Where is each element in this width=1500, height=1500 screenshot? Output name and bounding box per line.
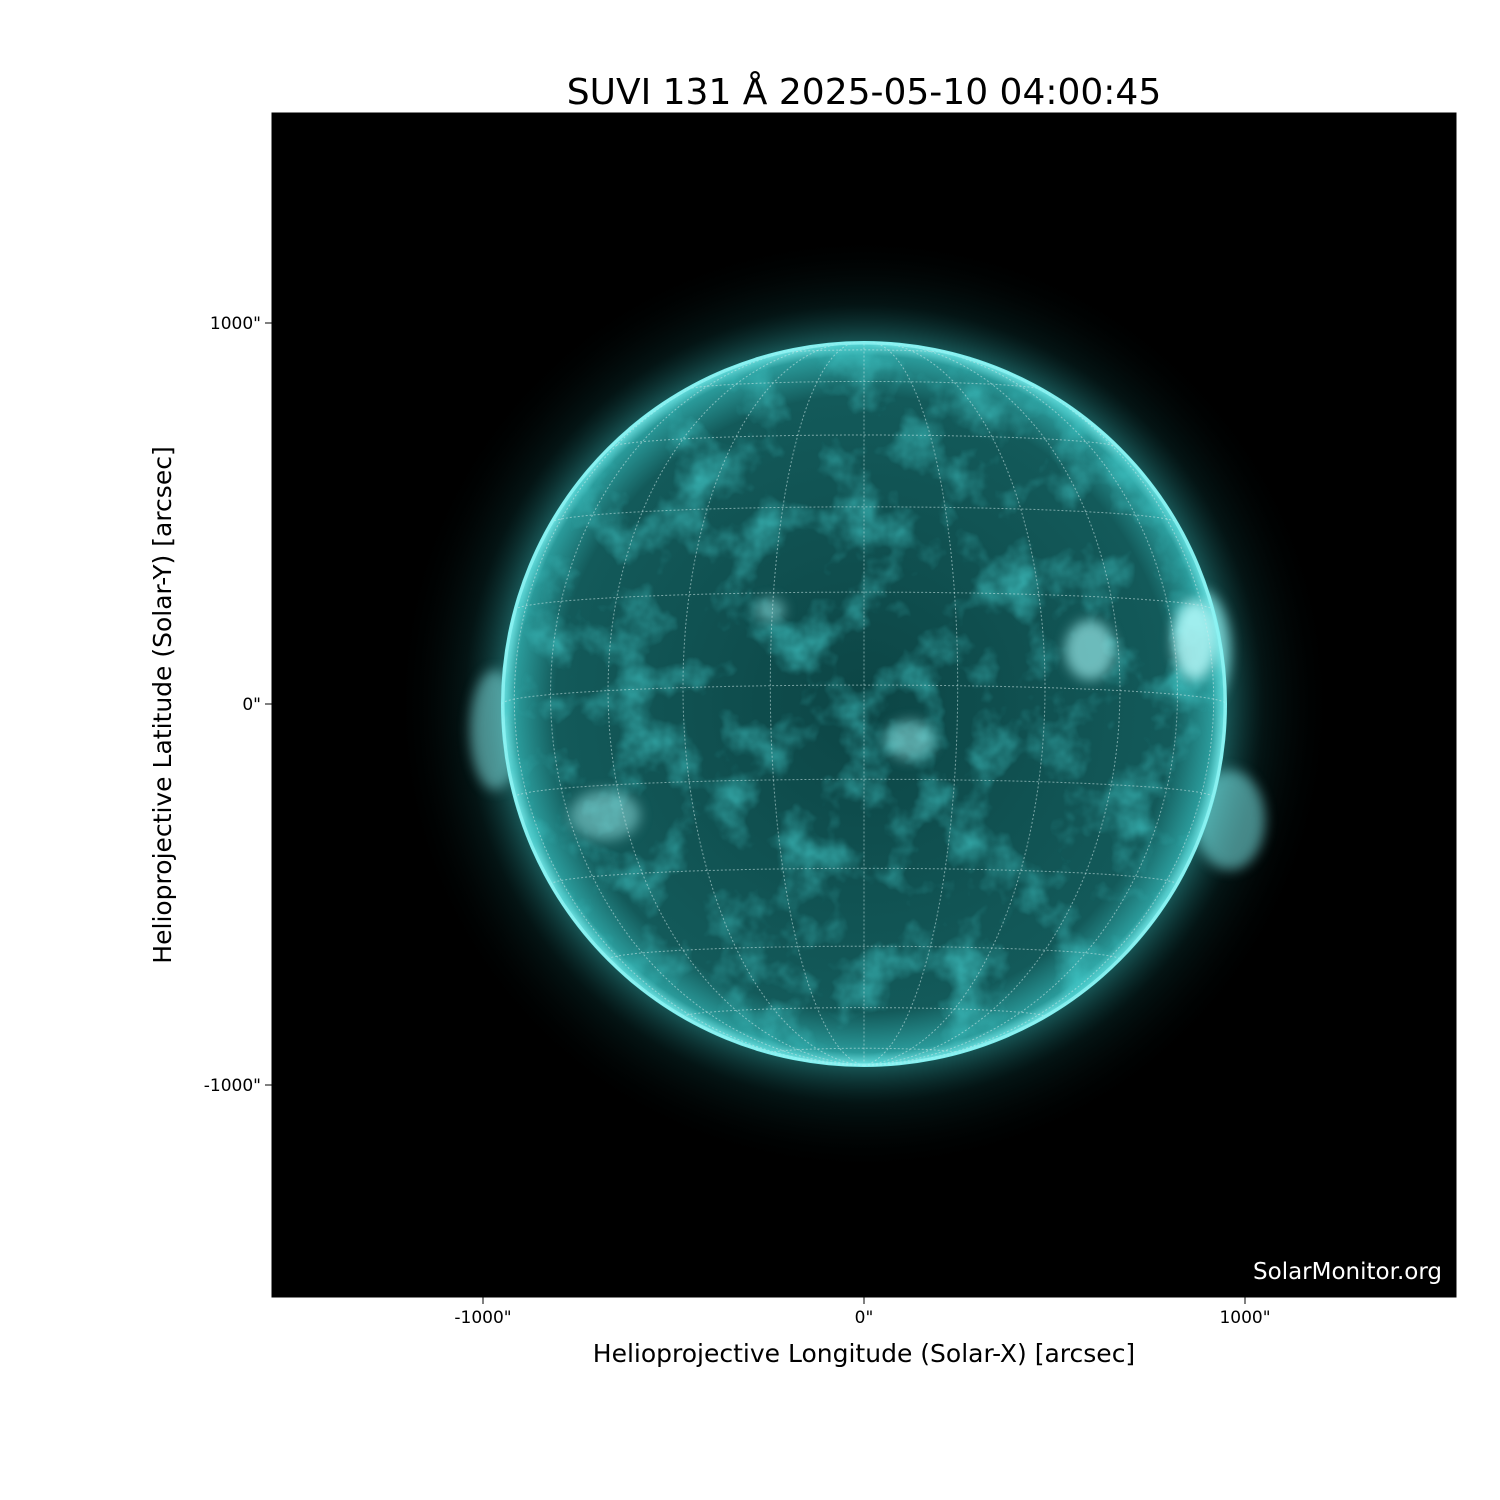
y-tick-label: -1000"	[204, 1076, 261, 1096]
longitude-line	[863, 343, 1179, 1066]
longitude-line	[607, 342, 865, 1066]
x-axis-label: Helioprojective Longitude (Solar-X) [arc…	[593, 1339, 1135, 1368]
latitude-line	[683, 381, 1045, 391]
latitude-line	[607, 945, 1121, 960]
image-axes: SolarMonitor.org	[272, 113, 1456, 1297]
x-tick-label: 1000"	[1219, 1308, 1270, 1328]
latitude-line	[514, 591, 1214, 611]
x-tick-label: -1000"	[454, 1308, 511, 1328]
y-axis-label: Helioprojective Latitude (Solar-Y) [arcs…	[148, 446, 177, 963]
x-tick-label: 0"	[855, 1308, 874, 1328]
solar-limb	[501, 341, 1227, 1067]
latitude-line	[769, 1047, 959, 1054]
latitude-line	[608, 434, 1120, 448]
heliographic-grid	[502, 342, 1226, 1066]
longitude-line	[863, 342, 1121, 1066]
y-tick-label: 1000"	[210, 314, 261, 334]
plot-title: SUVI 131 Å 2025-05-10 04:00:45	[567, 70, 1161, 113]
longitude-line	[682, 342, 865, 1066]
longitude-line	[863, 342, 1046, 1066]
longitude-line	[863, 348, 1215, 1066]
y-axis: 1000" 0" -1000" Helioprojective Latitude…	[148, 314, 272, 1096]
latitude-line	[502, 684, 1226, 705]
x-axis: -1000" 0" 1000" Helioprojective Longitud…	[454, 1297, 1271, 1368]
watermark: SolarMonitor.org	[1253, 1259, 1442, 1285]
active-regions	[570, 598, 1217, 840]
latitude-line	[682, 1007, 1046, 1018]
longitude-line	[513, 348, 865, 1066]
longitude-line	[549, 343, 865, 1066]
y-tick-label: 0"	[242, 695, 261, 715]
